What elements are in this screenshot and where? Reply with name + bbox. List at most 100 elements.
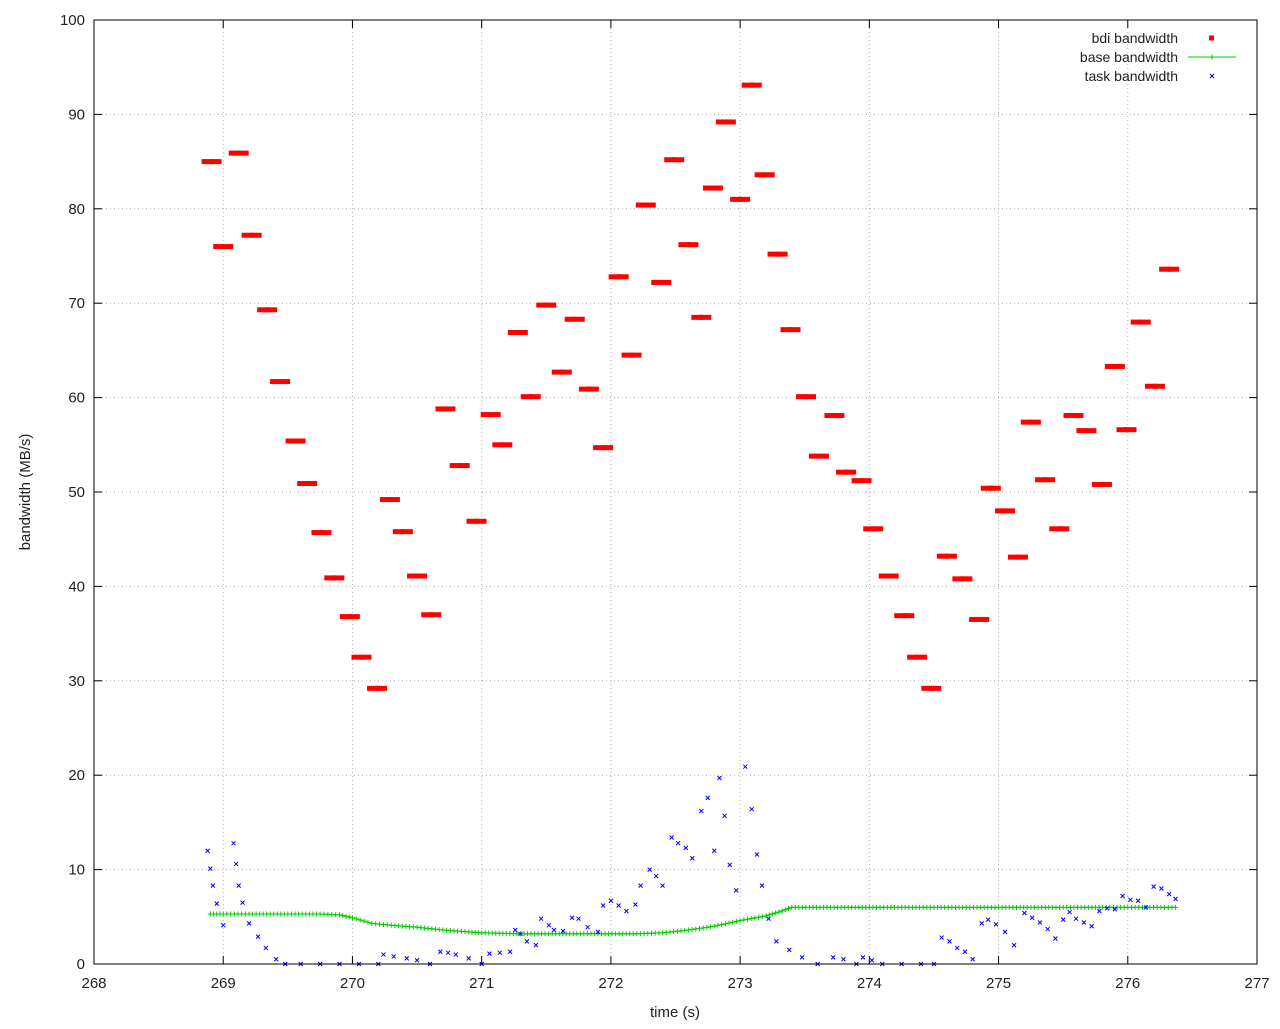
base-bandwidth-point	[700, 925, 706, 931]
legend: bdi bandwidth base bandwidth task bandwidt…	[1080, 30, 1236, 84]
task-bandwidth-point	[546, 922, 552, 928]
y-tick-label: 100	[60, 12, 85, 29]
base-bandwidth-point	[361, 918, 367, 924]
task-bandwidth-point	[246, 921, 252, 926]
task-bandwidth-point	[993, 921, 999, 927]
bdi-bandwidth-point	[816, 453, 829, 459]
bdi-bandwidth-point	[796, 394, 809, 400]
task-bandwidth-point	[1135, 898, 1141, 904]
legend-marker-task-bandwidth	[1209, 73, 1215, 79]
task-bandwidth-point	[1159, 886, 1164, 891]
bdi-bandwidth-point	[1076, 428, 1089, 434]
task-bandwidth-point	[616, 903, 621, 908]
bdi-bandwidth-point	[366, 685, 379, 691]
base-bandwidth-point	[353, 916, 359, 922]
bdi-bandwidth-point	[1116, 427, 1129, 433]
task-bandwidth-point	[233, 861, 239, 867]
bdi-bandwidth-point	[480, 412, 493, 418]
task-bandwidth-point	[595, 929, 601, 935]
bdi-bandwidth-point	[659, 279, 672, 285]
bdi-bandwidth-point	[379, 497, 392, 503]
y-tick-label: 10	[68, 862, 85, 879]
task-bandwidth-point	[970, 956, 976, 962]
task-bandwidth-point	[722, 813, 727, 819]
bdi-bandwidth-point	[351, 654, 364, 660]
bdi-bandwidth-point	[863, 526, 876, 532]
bdi-bandwidth-point	[209, 159, 222, 165]
base-bandwidth-point	[769, 911, 775, 917]
task-bandwidth-point	[560, 928, 566, 934]
ticks: 268 269 270 271 272 273 274 275 276 277 0 10 20 30 40 5…	[60, 12, 1270, 992]
legend-marker-base-bandwidth	[1209, 54, 1215, 60]
base-bandwidth-point	[779, 908, 785, 914]
series-task-bandwidth	[205, 764, 1178, 967]
bdi-bandwidth-point	[608, 274, 621, 280]
bdi-bandwidth-point	[578, 386, 591, 392]
y-tick-label: 80	[68, 201, 85, 218]
base-bandwidth-point	[365, 919, 371, 925]
bdi-bandwidth-point	[836, 469, 849, 475]
bdi-bandwidth-point	[635, 202, 648, 208]
x-tick-label: 271	[469, 975, 494, 992]
bdi-bandwidth-point	[400, 529, 413, 535]
bdi-bandwidth-point	[730, 196, 743, 202]
bdi-bandwidth-point	[305, 481, 318, 487]
x-tick-label: 274	[857, 975, 882, 992]
base-bandwidth-point	[748, 916, 754, 922]
x-tick-label: 268	[81, 975, 106, 992]
bdi-bandwidth-point	[886, 573, 899, 579]
bdi-bandwidth-point	[915, 654, 928, 660]
bdi-bandwidth-point	[285, 438, 298, 444]
y-tick-label: 40	[68, 578, 85, 595]
task-bandwidth-point	[466, 955, 472, 961]
task-bandwidth-point	[1096, 908, 1102, 914]
task-bandwidth-point	[869, 957, 875, 963]
legend-label-task-bandwidth: task bandwidth	[1085, 68, 1178, 84]
base-bandwidth-point	[1173, 904, 1179, 910]
task-bandwidth-point	[205, 848, 211, 854]
bdi-bandwidth-point	[1084, 428, 1097, 434]
task-bandwidth-point	[518, 931, 523, 937]
y-tick-label: 0	[77, 956, 85, 973]
bdi-bandwidth-point	[297, 481, 310, 487]
bdi-bandwidth-point	[1130, 319, 1143, 325]
bdi-bandwidth-point	[691, 314, 704, 320]
x-axis-label: time (s)	[650, 1004, 700, 1021]
bdi-bandwidth-point	[415, 573, 428, 579]
bdi-bandwidth-point	[995, 508, 1008, 514]
base-bandwidth-point	[752, 915, 758, 921]
bdi-bandwidth-point	[832, 413, 845, 419]
base-bandwidth-point	[715, 922, 721, 928]
bdi-bandwidth-point	[559, 369, 572, 375]
base-bandwidth-point	[708, 924, 714, 930]
bdi-bandwidth-point	[907, 654, 920, 660]
bdi-bandwidth-point	[952, 576, 965, 582]
task-bandwidth-point	[1173, 896, 1178, 902]
bdi-bandwidth-point	[808, 453, 821, 459]
bdi-bandwidth-point	[702, 185, 715, 191]
bdi-bandwidth-point	[715, 119, 728, 125]
x-tick-label: 270	[340, 975, 365, 992]
bdi-bandwidth-point	[1043, 477, 1056, 483]
task-bandwidth-point	[551, 927, 557, 933]
base-bandwidth-point	[349, 915, 355, 921]
bdi-bandwidth-point	[921, 685, 934, 691]
task-bandwidth-point	[1037, 920, 1043, 925]
x-tick-label: 276	[1115, 975, 1140, 992]
task-bandwidth-point	[985, 917, 991, 922]
bdi-bandwidth-point	[1035, 477, 1048, 483]
task-bandwidth-point	[600, 903, 606, 908]
bdi-bandwidth-point	[871, 526, 884, 532]
task-bandwidth-point	[954, 945, 960, 951]
bdi-bandwidth-point	[421, 612, 434, 618]
legend-marker-bdi-bandwidth	[1209, 35, 1214, 41]
bdi-bandwidth-point	[1091, 481, 1104, 487]
task-bandwidth-point	[1089, 923, 1094, 929]
task-bandwidth-point	[1120, 893, 1125, 899]
bdi-bandwidth-point	[474, 518, 487, 524]
base-bandwidth-point	[346, 914, 352, 920]
bdi-bandwidth-point	[332, 575, 345, 581]
task-bandwidth-point	[1073, 916, 1079, 922]
